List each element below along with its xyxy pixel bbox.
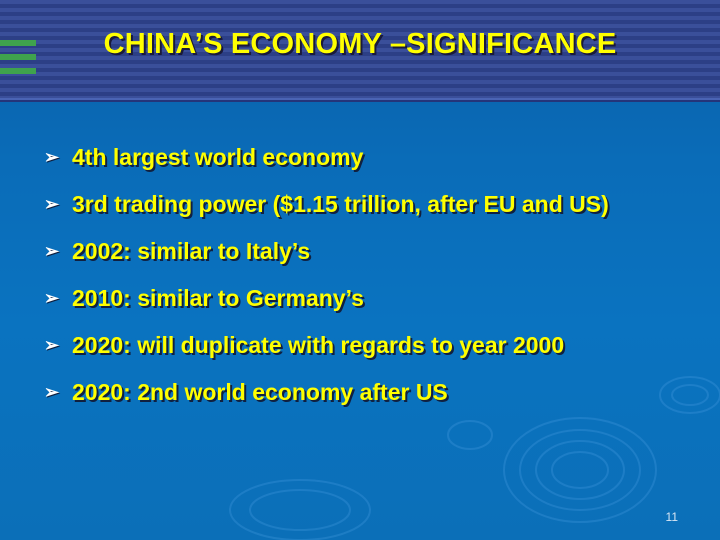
accent-bar <box>0 54 36 60</box>
slide-title: CHINA’S ECONOMY –SIGNIFICANCE <box>103 28 617 60</box>
accent-bar <box>0 40 36 46</box>
arrow-bullet-icon: ➢ <box>44 288 60 308</box>
bullet-item: ➢ 2020: will duplicate with regards to y… <box>44 326 684 364</box>
bullet-text: 3rd trading power ($1.15 trillion, after… <box>72 191 609 217</box>
arrow-bullet-icon: ➢ <box>44 194 60 214</box>
bullet-text: 2020: 2nd world economy after US <box>72 379 448 405</box>
bullet-item: ➢ 2020: 2nd world economy after US <box>44 373 684 411</box>
bullet-text: 2002: similar to Italy’s <box>72 238 311 264</box>
accent-bar <box>0 68 36 74</box>
header-band <box>0 0 720 102</box>
arrow-bullet-icon: ➢ <box>44 382 60 402</box>
bullet-text: 4th largest world economy <box>72 144 364 170</box>
bullet-item: ➢ 2010: similar to Germany’s <box>44 279 684 317</box>
bullet-text: 2020: will duplicate with regards to yea… <box>72 332 565 358</box>
bullet-item: ➢ 4th largest world economy <box>44 138 684 176</box>
arrow-bullet-icon: ➢ <box>44 241 60 261</box>
bullet-item: ➢ 3rd trading power ($1.15 trillion, aft… <box>44 185 684 223</box>
arrow-bullet-icon: ➢ <box>44 147 60 167</box>
arrow-bullet-icon: ➢ <box>44 335 60 355</box>
bullet-list: ➢ 4th largest world economy ➢ 3rd tradin… <box>44 138 684 420</box>
bullet-item: ➢ 2002: similar to Italy’s <box>44 232 684 270</box>
page-number: 11 <box>665 510 678 524</box>
bullet-text: 2010: similar to Germany’s <box>72 285 364 311</box>
